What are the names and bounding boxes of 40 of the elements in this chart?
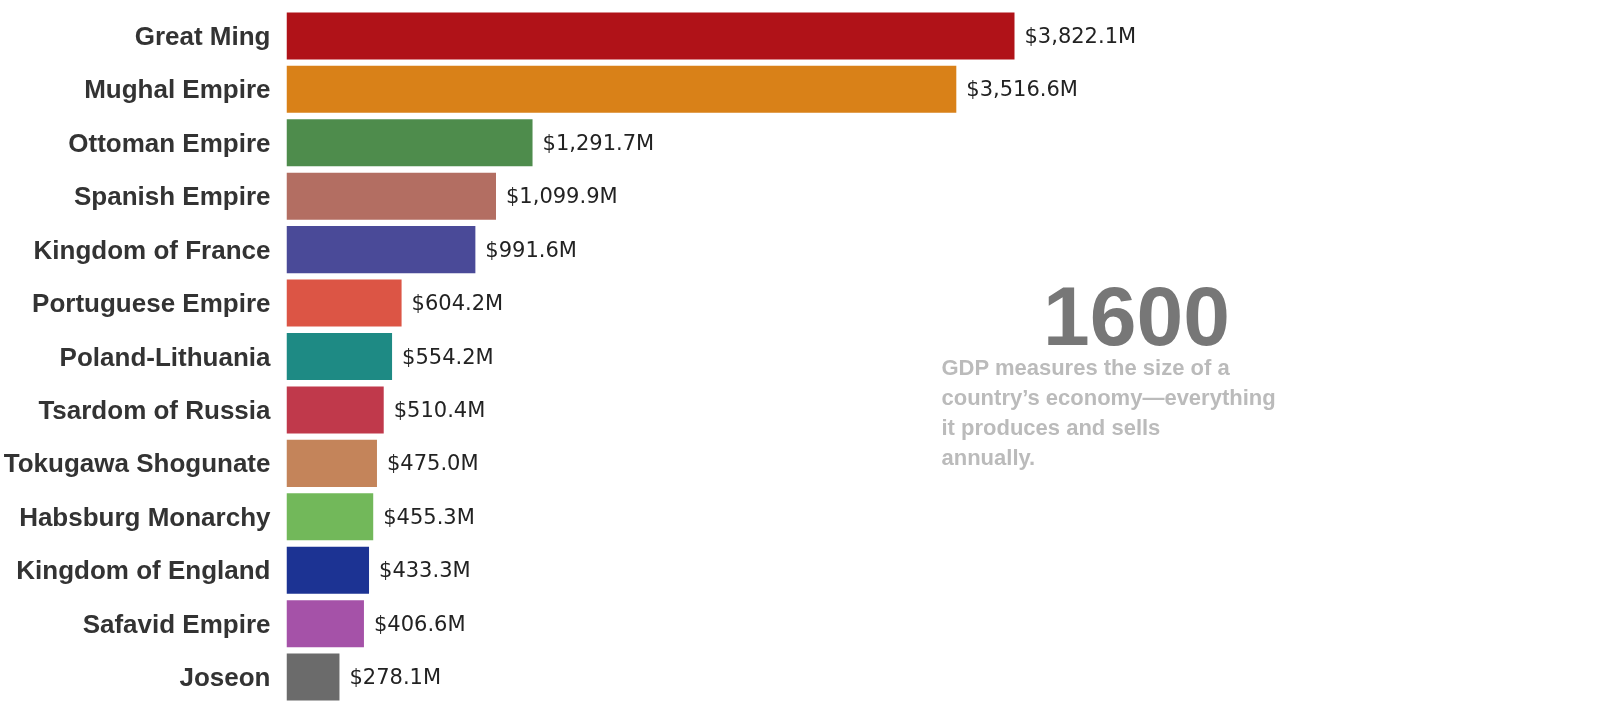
y-tick-label: Spanish Empire xyxy=(74,181,271,212)
data-label: $991.6M xyxy=(485,237,577,262)
bar xyxy=(286,226,476,274)
bar xyxy=(286,279,402,327)
y-tick-label: Great Ming xyxy=(134,20,271,51)
bar xyxy=(286,493,374,541)
data-label: $1,291.7M xyxy=(542,130,655,155)
y-tick-label: Mughal Empire xyxy=(84,74,271,105)
y-tick-label: Ottoman Empire xyxy=(68,127,271,158)
bar xyxy=(286,653,340,701)
data-label: $455.3M xyxy=(383,504,475,529)
annotation: GDP measures the size of a country’s economy—everything it produces and sells annually. xyxy=(941,354,1276,470)
bar xyxy=(286,172,496,220)
data-label: $433.3M xyxy=(379,558,471,583)
data-label: $406.6M xyxy=(373,611,466,636)
y-tick-label: Tokugawa Shogunate xyxy=(3,448,271,479)
bar xyxy=(286,119,533,167)
bar xyxy=(286,600,364,648)
y-tick-label: Portuguese Empire xyxy=(32,288,271,319)
bar xyxy=(286,386,384,434)
y-tick-label: Tsardom of Russia xyxy=(38,394,272,425)
y-tick-label: Kingdom of England xyxy=(16,555,271,586)
y-tick-label: Habsburg Monarchy xyxy=(19,501,272,532)
data-label: $1,099.9M xyxy=(506,184,618,209)
bar xyxy=(286,332,393,381)
data-label: $278.1M xyxy=(349,665,442,690)
y-tick-label: Safavid Empire xyxy=(82,608,271,639)
y-tick-label: Poland-Lithuania xyxy=(59,341,272,372)
bar xyxy=(286,12,1015,60)
data-label: $604.2M xyxy=(411,291,504,316)
y-tick-label: Joseon xyxy=(179,662,271,693)
data-label: $475.0M xyxy=(386,451,479,476)
bar xyxy=(286,546,370,594)
data-label: $510.4M xyxy=(393,397,486,422)
bar xyxy=(286,65,957,113)
data-label: $554.2M xyxy=(402,344,494,369)
data-label: $3,516.6M xyxy=(966,77,1078,102)
data-label: $3,822.1M xyxy=(1024,23,1137,48)
bar xyxy=(286,439,377,487)
y-tick-label: Kingdom of France xyxy=(33,234,271,265)
